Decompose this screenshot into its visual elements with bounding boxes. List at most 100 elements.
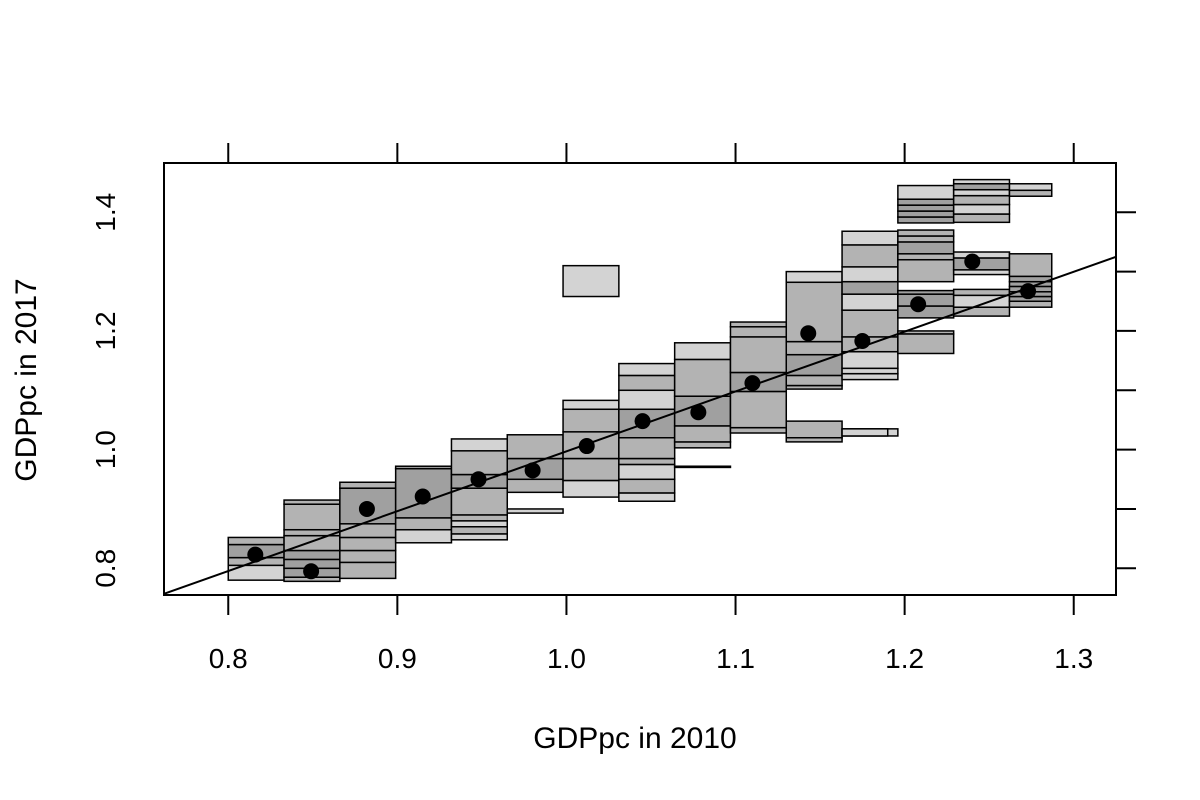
bin-rect	[786, 375, 842, 385]
y-tick-label: 1.4	[90, 193, 121, 232]
bin-rect	[842, 267, 898, 282]
mean-point	[1020, 283, 1036, 299]
bin-rect	[954, 180, 1010, 184]
x-tick-label: 1.1	[716, 643, 755, 674]
y-axis-title: GDPpc in 2017	[10, 278, 43, 481]
bin-rect	[954, 252, 1010, 258]
bin-rect	[284, 500, 340, 504]
bin-rect	[954, 184, 1010, 190]
x-tick-label: 0.8	[209, 643, 248, 674]
bin-rectangles	[228, 180, 1051, 582]
bin-rect	[675, 359, 731, 396]
bin-rect	[451, 488, 507, 515]
mean-point	[964, 254, 980, 270]
mean-point	[247, 547, 263, 563]
bin-rect	[396, 518, 452, 530]
bin-rect	[898, 236, 954, 242]
mean-point	[635, 413, 651, 429]
bin-rect	[1009, 190, 1051, 196]
bin-rect	[842, 231, 898, 245]
bin-rect	[563, 266, 619, 297]
mean-point	[744, 375, 760, 391]
bin-rect	[730, 322, 786, 327]
mean-point	[471, 471, 487, 487]
bin-rect	[340, 550, 396, 562]
mean-point	[359, 501, 375, 517]
bin-rect	[730, 327, 786, 337]
bin-rect	[563, 480, 619, 497]
mean-point	[854, 333, 870, 349]
bin-rect	[451, 534, 507, 540]
bin-rect	[842, 245, 898, 267]
bin-rect	[1009, 254, 1051, 277]
bin-rect	[563, 409, 619, 432]
bin-rect	[954, 258, 1010, 270]
bin-rect	[898, 254, 954, 260]
bin-rect	[898, 291, 954, 295]
bin-rect	[451, 515, 507, 521]
bin-rect	[1009, 301, 1051, 307]
bin-rect	[842, 282, 898, 294]
bin-rect	[619, 438, 675, 459]
bin-rect	[619, 493, 675, 501]
bin-rect	[451, 451, 507, 475]
bin-rect	[284, 550, 340, 559]
bin-rect	[619, 459, 675, 465]
bin-rect	[954, 289, 1010, 295]
bin-rect	[954, 196, 1010, 205]
mean-point	[910, 296, 926, 312]
bin-rect	[842, 352, 898, 369]
bin-rect	[898, 260, 954, 282]
bin-rect	[842, 429, 888, 436]
bin-rect	[786, 355, 842, 376]
y-tick-label: 1.0	[90, 430, 121, 469]
bin-rect	[451, 527, 507, 534]
bin-rect	[954, 205, 1010, 214]
bin-rect	[898, 334, 954, 354]
bin-rect	[675, 343, 731, 360]
bin-rect	[619, 479, 675, 493]
bin-rect	[675, 466, 731, 467]
bin-rect	[786, 421, 842, 438]
mean-point	[579, 438, 595, 454]
mean-point	[415, 488, 431, 504]
bin-rect	[842, 374, 898, 380]
mean-point	[525, 462, 541, 478]
bin-rect	[954, 190, 1010, 196]
bin-rect	[284, 504, 340, 530]
bin-rect	[396, 466, 452, 468]
bin-rect	[898, 199, 954, 205]
bin-rect	[675, 426, 731, 442]
x-tick-label: 0.9	[378, 643, 417, 674]
x-tick-label: 1.3	[1054, 643, 1093, 674]
bin-rect	[340, 537, 396, 550]
bin-rect	[898, 306, 954, 318]
bin-rect	[619, 464, 675, 479]
bin-rect	[786, 342, 842, 355]
y-tick-label: 0.8	[90, 549, 121, 588]
bin-rect	[507, 479, 563, 492]
bin-rect	[898, 242, 954, 254]
bin-rect	[619, 390, 675, 409]
mean-point	[690, 404, 706, 420]
bin-rect	[786, 272, 842, 283]
bin-rect	[898, 211, 954, 217]
x-tick-label: 1.0	[547, 643, 586, 674]
y-tick-label: 1.2	[90, 311, 121, 350]
bin-rect	[954, 214, 1010, 222]
bin-rect	[898, 205, 954, 211]
bin-rect	[619, 375, 675, 390]
bin-rect	[675, 442, 731, 448]
bin-rect	[730, 428, 786, 433]
bin-rect	[228, 537, 284, 544]
bin-rect	[340, 482, 396, 488]
x-axis-title: GDPpc in 2010	[533, 722, 736, 755]
mean-point	[800, 325, 816, 341]
bin-rect	[730, 337, 786, 373]
bin-rect	[396, 530, 452, 543]
bin-rect	[1009, 184, 1051, 191]
bin-rect	[563, 459, 619, 481]
bin-rect	[842, 310, 898, 337]
bin-rect	[507, 509, 563, 513]
